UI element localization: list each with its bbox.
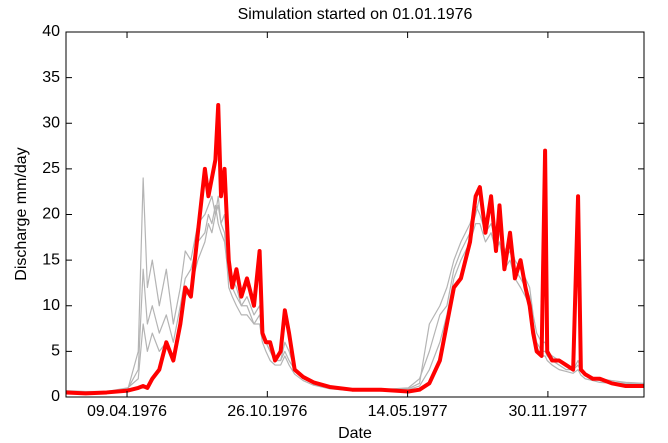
y-tick-label: 10 [42, 297, 60, 314]
x-tick-label: 14.05.1977 [368, 403, 448, 420]
x-tick-label: 09.04.1976 [87, 403, 167, 420]
y-tick-label: 40 [42, 23, 60, 40]
series-line [66, 103, 644, 396]
y-tick-label: 0 [51, 388, 60, 405]
y-axis-label: Discharge mm/day [13, 147, 30, 280]
y-tick-label: 30 [42, 114, 60, 131]
y-tick-label: 5 [51, 343, 60, 360]
x-axis-label: Date [338, 425, 372, 442]
plot-area [66, 32, 644, 397]
y-tick-label: 15 [42, 251, 60, 268]
chart-title: Simulation started on 01.01.1976 [238, 6, 473, 23]
x-tick-label: 26.10.1976 [227, 403, 307, 420]
y-tick-label: 35 [42, 69, 60, 86]
y-tick-label: 20 [42, 206, 60, 223]
y-tick-label: 25 [42, 160, 60, 177]
x-tick-label: 30.11.1977 [508, 403, 587, 420]
